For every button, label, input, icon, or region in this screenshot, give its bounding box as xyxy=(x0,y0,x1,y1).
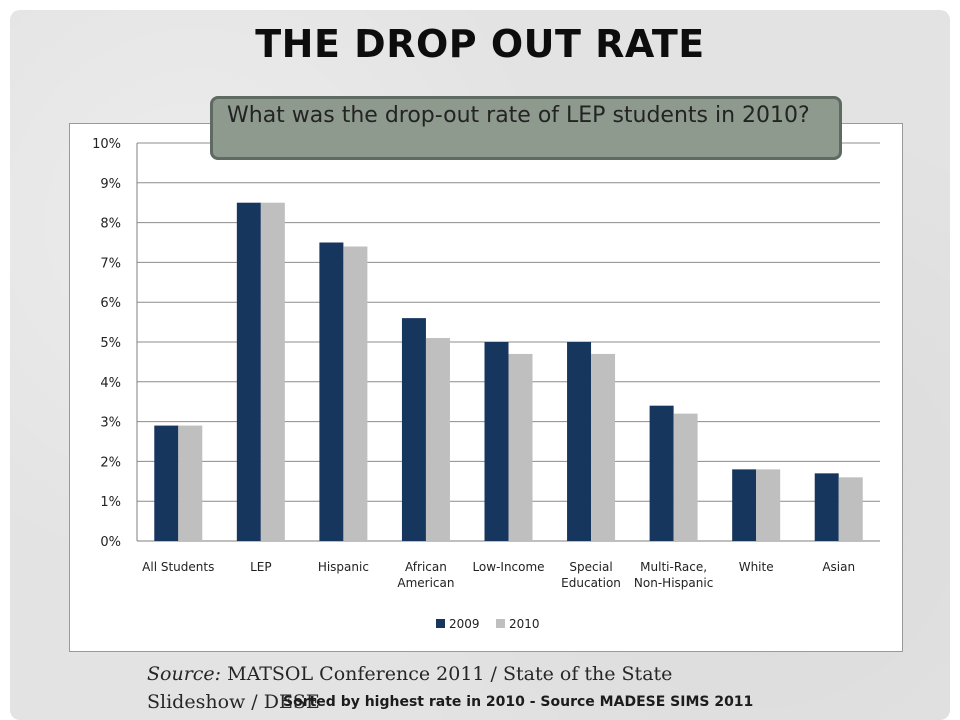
y-tick-label: 6% xyxy=(100,296,121,311)
y-tick-label: 8% xyxy=(100,217,121,232)
bar-2010-6 xyxy=(673,413,698,541)
y-tick-label: 2% xyxy=(100,455,121,470)
legend-swatch-2010 xyxy=(496,619,505,628)
bar-2009-2 xyxy=(319,242,344,541)
bar-2009-0 xyxy=(154,425,179,541)
y-tick-label: 1% xyxy=(100,495,121,510)
sort-note: Sorted by highest rate in 2010 - Source … xyxy=(283,694,754,710)
y-tick-label: 0% xyxy=(100,535,121,550)
bar-2010-7 xyxy=(756,469,781,541)
question-callout: What was the drop-out rate of LEP studen… xyxy=(210,96,842,160)
bar-2010-2 xyxy=(343,246,368,542)
x-tick-label: White xyxy=(739,560,774,574)
x-tick-label: Multi-Race, Non-Hispanic xyxy=(634,560,713,590)
y-tick-label: 5% xyxy=(100,336,121,351)
chart-frame xyxy=(69,123,903,652)
y-tick-label: 7% xyxy=(100,256,121,271)
y-tick-label: 4% xyxy=(100,376,121,391)
bar-2010-4 xyxy=(508,353,533,541)
x-tick-label: African American xyxy=(397,560,454,590)
source-citation: Source: MATSOL Conference 2011 / State o… xyxy=(147,660,767,716)
source-prefix: Source: xyxy=(147,663,222,685)
bar-2010-5 xyxy=(591,353,616,541)
x-tick-label: Low-Income xyxy=(472,560,544,574)
x-tick-label: All Students xyxy=(142,560,214,574)
y-tick-label: 9% xyxy=(100,177,121,192)
callout-text: What was the drop-out rate of LEP studen… xyxy=(227,103,810,128)
x-tick-label: LEP xyxy=(250,560,272,574)
source-text: MATSOL Conference 2011 / State of the St… xyxy=(147,663,673,713)
x-tick-label: Hispanic xyxy=(318,560,369,574)
y-tick-label: 3% xyxy=(100,416,121,431)
bar-2010-1 xyxy=(260,202,285,541)
bar-2009-6 xyxy=(649,405,674,541)
bar-2009-8 xyxy=(814,473,839,541)
slide-title: THE DROP OUT RATE xyxy=(255,22,705,66)
bar-2009-1 xyxy=(236,202,261,541)
bar-2009-3 xyxy=(401,318,426,541)
x-tick-label: Asian xyxy=(822,560,855,574)
legend-swatch-2009 xyxy=(436,619,445,628)
x-tick-label: Special Education xyxy=(561,560,621,590)
bar-2010-8 xyxy=(838,477,863,541)
bar-2010-3 xyxy=(425,338,450,541)
bar-2009-5 xyxy=(567,342,592,541)
legend-label-2009: 2009 xyxy=(449,617,480,631)
bar-2009-4 xyxy=(484,342,509,541)
y-tick-label: 10% xyxy=(92,137,121,152)
legend-label-2010: 2010 xyxy=(509,617,540,631)
bar-2010-0 xyxy=(178,425,203,541)
bar-2009-7 xyxy=(732,469,757,541)
